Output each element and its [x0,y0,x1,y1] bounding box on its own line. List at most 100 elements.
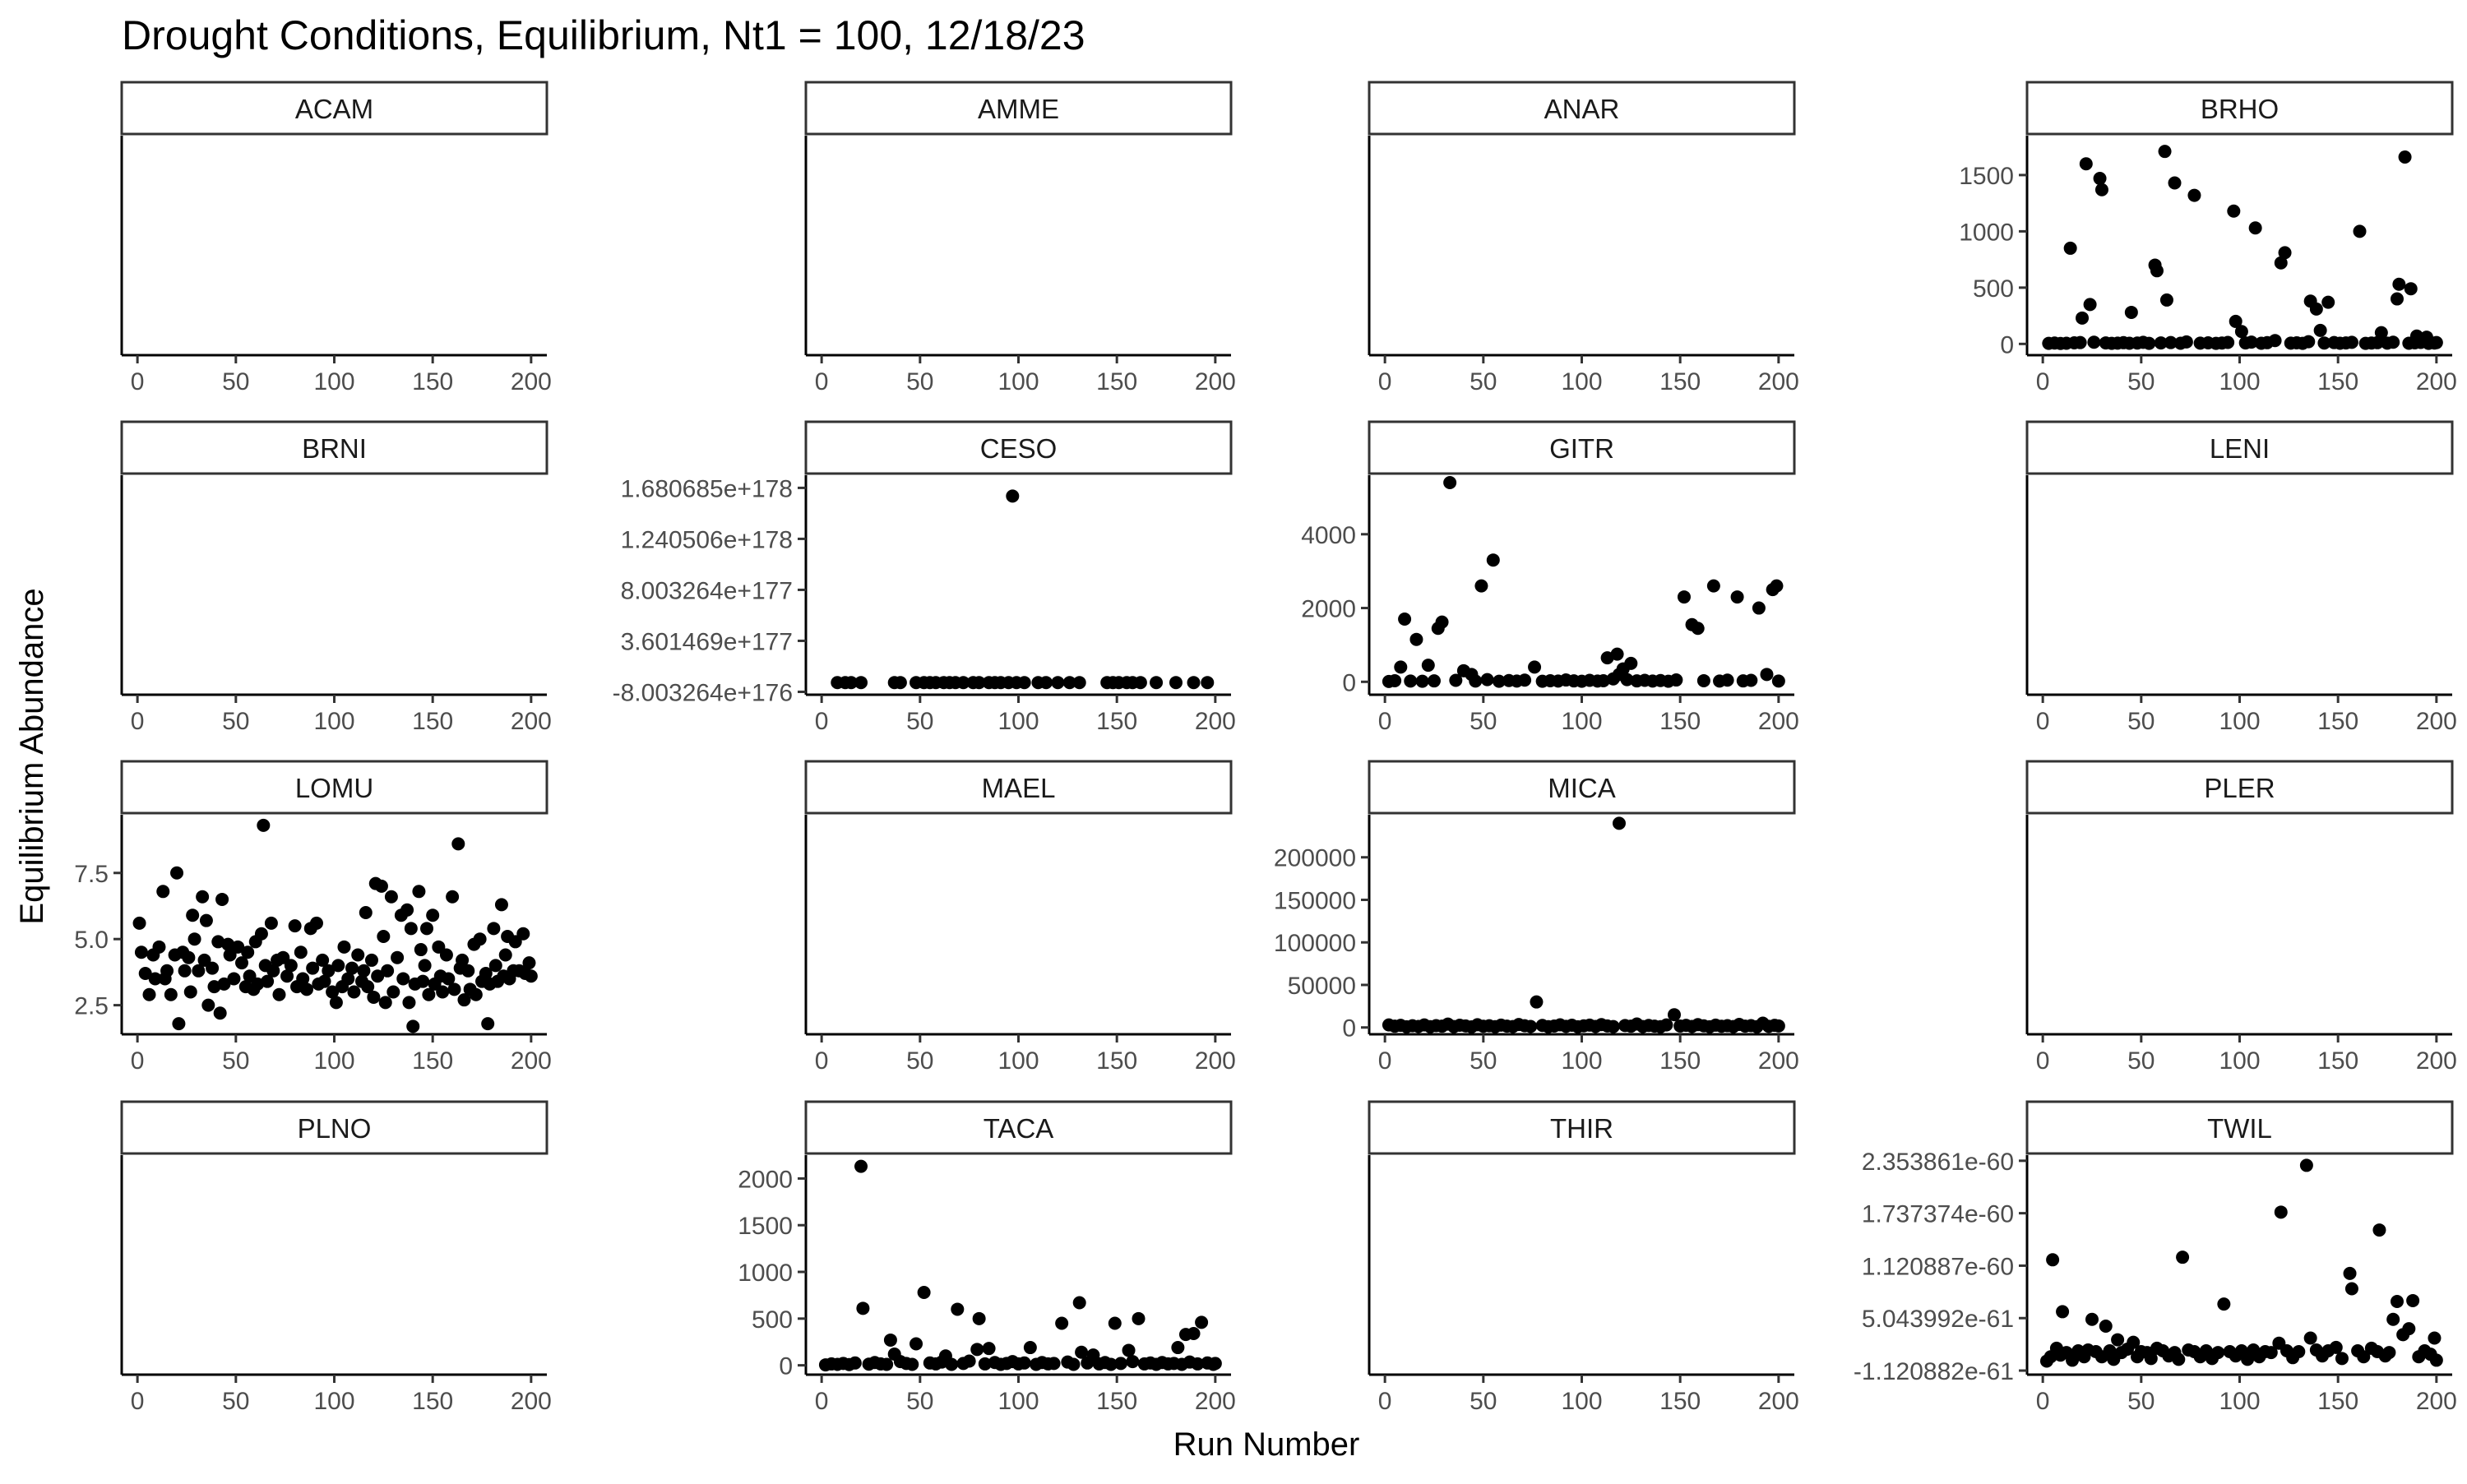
data-point-twil [2372,1223,2386,1237]
x-tick-label-brni: 0 [131,708,145,735]
x-tick-label-mica: 150 [1659,1047,1701,1075]
data-point-lomu [377,929,391,943]
data-point-brho [2390,292,2404,306]
data-point-lomu [337,940,351,954]
data-point-lomu [207,980,221,994]
y-tick-label-twil: -1.120882e-61 [1854,1358,2014,1385]
x-tick-label-twil: 0 [2036,1388,2050,1415]
panel-lomu: LOMU 0 50 100 150 200 2.5 5.0 7.5 [74,760,552,1075]
strip-label-pler: PLER [2204,773,2275,803]
data-point-twil [2121,1342,2135,1356]
x-tick-label-mica: 50 [1470,1047,1497,1075]
strip-label-twil: TWIL [2207,1113,2272,1144]
data-point-lomu [439,948,453,962]
data-point-twil [2321,1344,2335,1358]
data-point-lomu [345,961,359,975]
data-point-brho [2429,335,2443,349]
x-tick-label-mael: 200 [1195,1047,1236,1075]
data-point-taca [1055,1316,1069,1330]
x-axis-title: Run Number [1173,1426,1360,1463]
data-point-brho [2309,302,2323,316]
data-point-brho [2168,176,2182,190]
data-point-ceso [1072,676,1086,690]
data-point-ceso [1187,676,1201,690]
x-tick-label-plno: 50 [222,1388,249,1415]
data-point-taca [972,1311,986,1325]
data-point-brho [2083,298,2097,312]
data-point-lomu [404,922,418,936]
x-tick-label-ceso: 150 [1096,708,1137,735]
data-point-ceso [1039,676,1053,690]
data-point-gitr [1443,475,1457,489]
data-point-gitr [1480,673,1494,687]
data-point-lomu [231,940,245,954]
data-point-lomu [326,985,340,999]
data-point-taca [1126,1355,1140,1369]
strip-pler [2025,760,2454,815]
data-point-brho [2154,336,2168,350]
y-tick-label-ceso: 3.601469e+177 [621,628,793,655]
data-point-mica [1524,1019,1538,1033]
data-point-gitr [1427,674,1441,688]
data-point-ceso [1051,676,1065,690]
data-point-twil [2344,1282,2358,1296]
data-point-brho [2392,277,2406,291]
data-point-gitr [1770,579,1784,593]
strip-label-ceso: CESO [980,433,1058,464]
data-point-brho [2313,323,2327,337]
data-point-taca [1072,1296,1086,1310]
data-point-brho [2371,335,2385,349]
x-tick-label-ceso: 100 [997,708,1039,735]
x-tick-label-anar: 50 [1470,368,1497,395]
data-point-lomu [381,964,395,978]
data-point-ceso [854,676,868,690]
y-tick-label-taca: 0 [779,1353,793,1380]
y-tick-label-mica: 150000 [1274,887,1356,914]
x-tick-label-brni: 200 [511,708,552,735]
x-tick-label-ceso: 50 [906,708,933,735]
strip-mica [1368,760,1796,815]
strip-thir [1368,1100,1796,1155]
data-point-brho [2150,264,2164,278]
x-tick-label-gitr: 100 [1561,708,1602,735]
data-point-taca [883,1333,897,1347]
strip-label-mica: MICA [1548,773,1616,803]
strip-label-lomu: LOMU [295,773,373,803]
y-tick-label-lomu: 7.5 [74,861,109,888]
data-point-lomu [280,969,294,983]
chart-title: Drought Conditions, Equilibrium, Nt1 = 1… [122,12,1085,58]
y-tick-label-brho: 500 [1973,275,2014,303]
data-point-lomu [357,964,371,978]
panel-mael: MAEL 0 50 100 150 200 [804,760,1236,1075]
y-tick-label-brho: 0 [2000,331,2014,358]
data-point-taca [1047,1357,1061,1371]
y-tick-label-mica: 0 [1342,1015,1356,1042]
data-point-lomu [414,943,428,957]
strip-anar [1368,81,1796,136]
data-point-brho [2087,335,2101,349]
data-point-taca [1023,1341,1037,1355]
data-point-taca [1208,1357,1222,1371]
data-point-gitr [1409,632,1423,646]
data-point-taca [1132,1311,1146,1325]
data-point-ceso [1062,676,1076,690]
data-point-lomu [416,974,430,988]
data-point-lomu [451,837,465,851]
data-point-lomu [235,956,249,970]
data-point-lomu [241,945,255,959]
x-tick-label-gitr: 200 [1758,708,1799,735]
data-point-taca [856,1301,870,1315]
data-point-taca [1171,1341,1185,1355]
data-point-ceso [1006,489,1020,503]
y-tick-label-twil: 2.353861e-60 [1862,1149,2014,1176]
data-point-twil [2176,1251,2190,1264]
data-point-lomu [264,916,278,930]
y-tick-label-taca: 2000 [738,1166,793,1193]
y-tick-label-twil: 1.737374e-60 [1862,1201,2014,1228]
x-tick-label-taca: 150 [1096,1388,1137,1415]
x-tick-label-thir: 200 [1758,1388,1799,1415]
strip-twil [2025,1100,2454,1155]
data-point-lomu [351,948,365,962]
data-point-taca [1122,1343,1136,1357]
data-point-gitr [1518,673,1532,687]
